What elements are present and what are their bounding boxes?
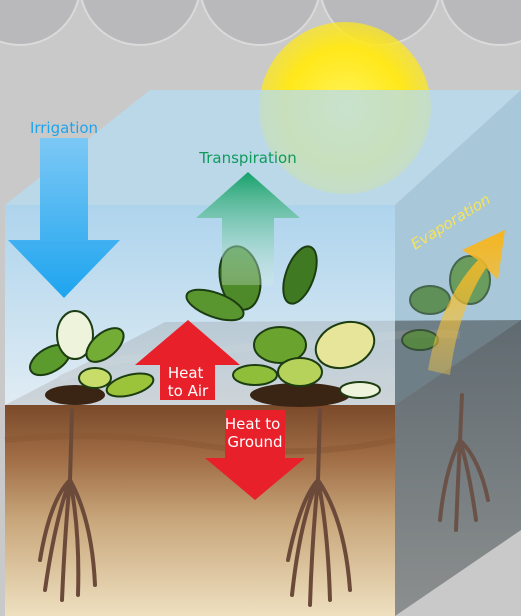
label-line: to Air (168, 382, 209, 400)
irrigation-label: Irrigation (30, 119, 98, 137)
label-line: Heat to (225, 415, 280, 433)
diagram: Irrigation Transpiration Evaporation Hea… (0, 0, 521, 616)
clouds (0, 0, 521, 45)
transpiration-label: Transpiration (198, 149, 296, 167)
heat-to-ground-label: Heat to Ground (225, 415, 285, 451)
label-line: Heat (168, 364, 204, 382)
heat-to-air-label: Heat to Air (168, 364, 209, 400)
label-line: Ground (227, 433, 282, 451)
